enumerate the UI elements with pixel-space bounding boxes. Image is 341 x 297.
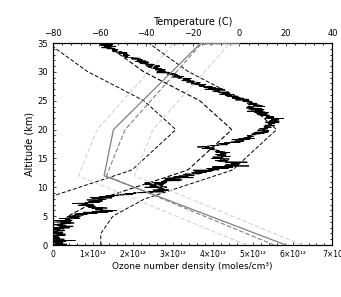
X-axis label: Temperature (C): Temperature (C) — [153, 17, 232, 27]
Y-axis label: Altitude (km): Altitude (km) — [25, 112, 34, 176]
X-axis label: Ozone number density (moles/cm³): Ozone number density (moles/cm³) — [113, 262, 273, 271]
